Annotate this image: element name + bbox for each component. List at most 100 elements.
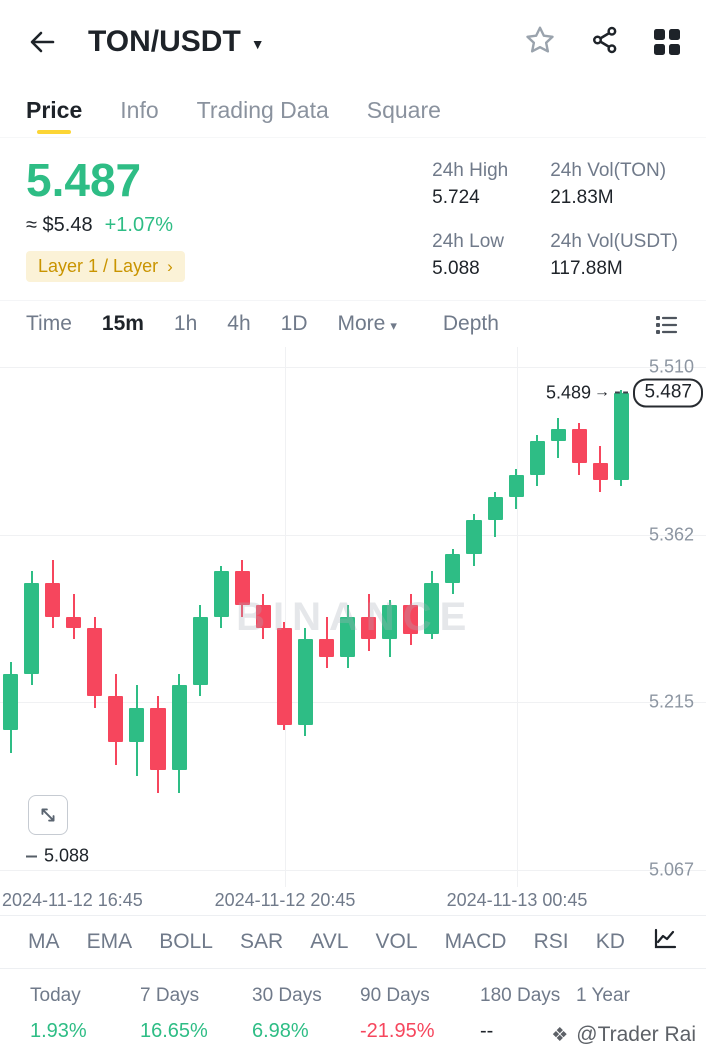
- candle: [361, 616, 377, 640]
- current-price-line: 5.489 → 5.487: [546, 378, 703, 408]
- perf-90-days: 90 Days -21.95%: [360, 985, 480, 1043]
- pair-title: TON/USDT: [88, 25, 241, 58]
- last-price-box: 5.487: [633, 378, 703, 408]
- timeframe-bar: Time 15m 1h 4h 1D More ▾ Depth: [0, 301, 706, 347]
- stat-value: 117.88M: [550, 258, 623, 280]
- performance-section: Today 1.93% 7 Days 16.65% 30 Days 6.98% …: [0, 969, 706, 1043]
- tf-time[interactable]: Time: [26, 312, 72, 336]
- stat-24h-low: 24h Low 5.088: [432, 231, 508, 282]
- indicator-bar: MA EMA BOLL SAR AVL VOL MACD RSI KD: [0, 915, 706, 970]
- candle: [87, 628, 103, 697]
- candle: [24, 582, 40, 674]
- share-icon: [593, 26, 617, 53]
- pair-title-dropdown[interactable]: TON/USDT ▼: [88, 25, 265, 59]
- candlestick-chart[interactable]: 5.510 5.362 5.215 5.067 BINANCE 5.489 → 5.4…: [0, 347, 706, 888]
- perf-value: 16.65%: [140, 1020, 208, 1043]
- category-tag-label: Layer 1 / Layer: [38, 256, 159, 277]
- chevron-down-icon: ▼: [250, 36, 265, 52]
- tab-price[interactable]: Price: [26, 84, 82, 137]
- price-sub-row: ≈ $5.48 +1.07%: [26, 214, 185, 237]
- perf-value: -21.95%: [360, 1020, 435, 1043]
- x-axis-label: 2024-11-13 00:45: [446, 890, 588, 911]
- diamond-icon: ❖: [551, 1024, 569, 1046]
- favorite-star-button[interactable]: [524, 24, 556, 61]
- stat-24h-vol-ton: 24h Vol(TON) 21.83M: [550, 160, 678, 211]
- perf-label: 1 Year: [576, 985, 630, 1007]
- candle: [529, 440, 545, 475]
- candle: [550, 429, 566, 441]
- gridline-horizontal: [0, 534, 706, 536]
- last-price: 5.487: [26, 154, 142, 206]
- back-button[interactable]: [26, 26, 58, 58]
- indicator-vol[interactable]: VOL: [375, 930, 418, 954]
- x-axis-label: 2024-11-12 20:45: [214, 890, 356, 911]
- stat-label: 24h Vol(TON): [550, 160, 667, 181]
- perf-label: Today: [30, 985, 81, 1007]
- tf-depth[interactable]: Depth: [442, 312, 499, 336]
- indicator-avl[interactable]: AVL: [310, 930, 349, 954]
- candle: [382, 605, 398, 640]
- tf-more-label: More: [337, 312, 386, 336]
- perf-value: --: [480, 1020, 494, 1043]
- candle: [234, 571, 250, 606]
- y-axis-label: 5.362: [648, 524, 694, 545]
- candle: [613, 392, 629, 481]
- low-dash-icon: [26, 855, 37, 858]
- credit-text: @Trader Rai: [576, 1023, 696, 1046]
- candle: [319, 639, 335, 657]
- tf-1d[interactable]: 1D: [280, 312, 308, 336]
- stat-value: 5.088: [432, 258, 480, 280]
- candle: [466, 520, 482, 555]
- gridline-vertical: [285, 347, 286, 888]
- candle: [171, 684, 187, 771]
- price-dashed-line: [615, 391, 629, 394]
- y-axis-label: 5.510: [648, 356, 694, 377]
- stat-label: 24h Vol(USDT): [550, 231, 678, 253]
- candle: [592, 463, 608, 481]
- tf-1h[interactable]: 1h: [173, 312, 198, 336]
- tab-square[interactable]: Square: [366, 97, 441, 123]
- indicator-macd[interactable]: MACD: [444, 930, 507, 954]
- perf-value: 1.93%: [30, 1020, 87, 1043]
- indicator-boll[interactable]: BOLL: [159, 930, 213, 954]
- tf-4h[interactable]: 4h: [227, 312, 251, 336]
- chart-settings-icon: [656, 316, 678, 335]
- price-block: 5.487 ≈ $5.48 +1.07% Layer 1 / Layer ›: [26, 154, 185, 283]
- page-tabs: Price Info Trading Data Square: [0, 84, 706, 138]
- chart-settings-button[interactable]: [652, 311, 680, 337]
- stat-value: 21.83M: [550, 187, 614, 208]
- indicator-chart-button[interactable]: [652, 927, 678, 957]
- indicator-ma[interactable]: MA: [28, 930, 60, 954]
- gridline-horizontal: [0, 701, 706, 703]
- more-apps-button[interactable]: [654, 29, 680, 55]
- star-icon: [526, 26, 554, 53]
- tab-trading-data[interactable]: Trading Data: [196, 97, 329, 123]
- indicator-sar[interactable]: SAR: [240, 930, 284, 954]
- expand-chart-button[interactable]: [28, 795, 68, 836]
- candle: [340, 616, 356, 657]
- tf-15m[interactable]: 15m: [101, 312, 144, 336]
- perf-value: 6.98%: [252, 1020, 309, 1043]
- chevron-down-icon: ▾: [390, 317, 397, 333]
- gridline-vertical: [517, 347, 518, 888]
- perf-today: Today 1.93%: [30, 985, 140, 1043]
- candle: [276, 628, 292, 725]
- indicator-kd[interactable]: KD: [595, 930, 625, 954]
- y-axis-label: 5.215: [648, 691, 694, 712]
- candle: [445, 554, 461, 583]
- tab-info[interactable]: Info: [120, 97, 159, 123]
- stat-value: 5.724: [432, 187, 480, 208]
- candle: [487, 497, 503, 521]
- indicator-ema[interactable]: EMA: [86, 930, 133, 954]
- category-tag[interactable]: Layer 1 / Layer ›: [26, 251, 185, 283]
- candle: [571, 429, 587, 464]
- share-button[interactable]: [590, 25, 620, 60]
- indicator-rsi[interactable]: RSI: [533, 930, 569, 954]
- arrow-right-icon: →: [594, 383, 611, 401]
- candle: [3, 673, 19, 731]
- gridline-horizontal: [0, 366, 706, 368]
- candle: [508, 474, 524, 498]
- candle: [66, 616, 82, 629]
- change-percent: +1.07%: [104, 214, 173, 237]
- tf-more-dropdown[interactable]: More ▾: [338, 312, 397, 336]
